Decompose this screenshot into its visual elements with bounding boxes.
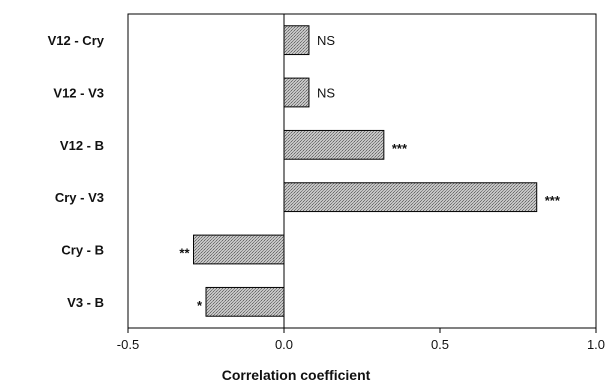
x-tick-label: -0.5	[117, 337, 139, 352]
category-label: V3 - B	[67, 295, 104, 310]
x-tick-label: 1.0	[587, 337, 605, 352]
bar-4	[193, 234, 285, 265]
significance-annotation: ***	[545, 193, 561, 208]
significance-annotation: NS	[317, 33, 335, 48]
category-label: V12 - Cry	[48, 33, 105, 48]
x-axis-title: Correlation coefficient	[222, 367, 371, 383]
significance-annotation: NS	[317, 86, 335, 101]
category-label: V12 - B	[60, 138, 104, 153]
significance-annotation: **	[179, 246, 190, 261]
x-tick-label: 0.0	[275, 337, 293, 352]
category-label: Cry - V3	[55, 190, 104, 205]
x-tick-label: 0.5	[431, 337, 449, 352]
bar-5	[205, 286, 285, 317]
x-ticks-group: -0.5 0.0 0.5 1.0	[117, 328, 605, 352]
category-label: Cry - B	[61, 243, 104, 258]
significance-annotation: ***	[392, 141, 408, 156]
category-labels-group: V12 - Cry V12 - V3 V12 - B Cry - V3 Cry - B V…	[48, 33, 105, 310]
bar-0	[283, 25, 310, 56]
bar-2	[283, 129, 385, 160]
bar-1	[283, 77, 310, 108]
bars-group	[193, 25, 538, 317]
category-label: V12 - V3	[53, 86, 104, 101]
significance-annotation: *	[197, 298, 203, 313]
bar-3	[283, 182, 538, 213]
plot-area-frame	[127, 13, 597, 329]
